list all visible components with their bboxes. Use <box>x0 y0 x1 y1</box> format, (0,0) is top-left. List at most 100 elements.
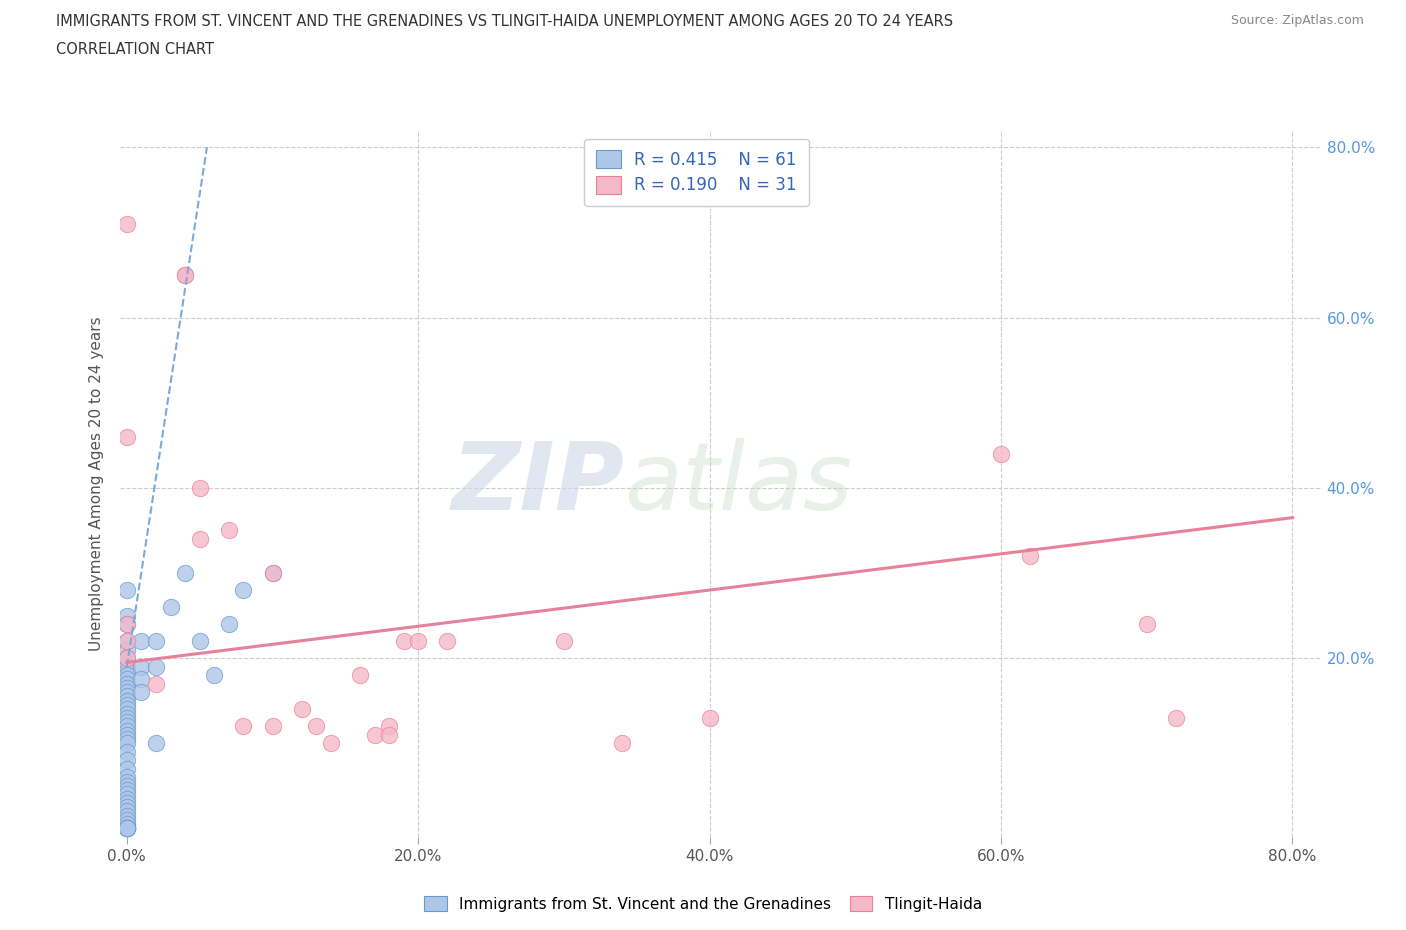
Point <box>145 736 167 751</box>
Point <box>115 778 138 793</box>
Point <box>145 676 167 691</box>
Text: atlas: atlas <box>624 438 852 529</box>
Point <box>1136 617 1159 631</box>
Point <box>188 633 211 648</box>
Point <box>115 711 138 725</box>
Point <box>115 787 138 802</box>
Point <box>232 719 254 734</box>
Point <box>115 804 138 819</box>
Point <box>115 783 138 798</box>
Point <box>115 808 138 823</box>
Point <box>218 617 240 631</box>
Point <box>188 481 211 496</box>
Point <box>159 600 181 615</box>
Point <box>115 813 138 828</box>
Point <box>115 736 138 751</box>
Point <box>115 663 138 678</box>
Text: ZIP: ZIP <box>451 438 624 529</box>
Point <box>115 684 138 699</box>
Point <box>115 719 138 734</box>
Point <box>115 217 138 232</box>
Point <box>115 430 138 445</box>
Point <box>131 659 153 674</box>
Point <box>115 753 138 768</box>
Point <box>115 681 138 696</box>
Point <box>145 633 167 648</box>
Point <box>115 774 138 789</box>
Point <box>553 633 575 648</box>
Point <box>115 744 138 759</box>
Point <box>202 668 225 683</box>
Point <box>218 523 240 538</box>
Point <box>436 633 458 648</box>
Point <box>115 659 138 674</box>
Point <box>115 821 138 836</box>
Point <box>115 821 138 836</box>
Point <box>262 719 284 734</box>
Point <box>115 724 138 738</box>
Point <box>115 672 138 687</box>
Legend: R = 0.415    N = 61, R = 0.190    N = 31: R = 0.415 N = 61, R = 0.190 N = 31 <box>585 139 808 206</box>
Point <box>232 582 254 597</box>
Point <box>115 689 138 704</box>
Point <box>115 821 138 836</box>
Point <box>262 565 284 580</box>
Point <box>174 268 197 283</box>
Point <box>115 651 138 666</box>
Point <box>392 633 415 648</box>
Point <box>363 727 385 742</box>
Point <box>115 643 138 658</box>
Point <box>319 736 342 751</box>
Y-axis label: Unemployment Among Ages 20 to 24 years: Unemployment Among Ages 20 to 24 years <box>89 316 104 651</box>
Point <box>174 268 197 283</box>
Point <box>115 714 138 729</box>
Legend: Immigrants from St. Vincent and the Grenadines, Tlingit-Haida: Immigrants from St. Vincent and the Gren… <box>418 889 988 918</box>
Point <box>115 770 138 785</box>
Point <box>115 693 138 708</box>
Point <box>115 821 138 836</box>
Point <box>115 795 138 810</box>
Point <box>131 684 153 699</box>
Point <box>115 633 138 648</box>
Point <box>115 698 138 712</box>
Point <box>115 608 138 623</box>
Point <box>115 817 138 831</box>
Point <box>349 668 371 683</box>
Point <box>115 617 138 631</box>
Point <box>115 651 138 666</box>
Text: Source: ZipAtlas.com: Source: ZipAtlas.com <box>1230 14 1364 27</box>
Point <box>990 446 1012 461</box>
Text: CORRELATION CHART: CORRELATION CHART <box>56 42 214 57</box>
Point <box>131 633 153 648</box>
Point <box>115 762 138 777</box>
Text: IMMIGRANTS FROM ST. VINCENT AND THE GRENADINES VS TLINGIT-HAIDA UNEMPLOYMENT AMO: IMMIGRANTS FROM ST. VINCENT AND THE GREN… <box>56 14 953 29</box>
Point <box>115 617 138 631</box>
Point <box>188 532 211 547</box>
Point <box>115 633 138 648</box>
Point <box>378 727 401 742</box>
Point <box>115 702 138 717</box>
Point <box>115 732 138 747</box>
Point <box>115 727 138 742</box>
Point <box>699 711 721 725</box>
Point <box>1019 549 1042 564</box>
Point <box>1164 711 1187 725</box>
Point <box>174 565 197 580</box>
Point <box>262 565 284 580</box>
Point <box>115 821 138 836</box>
Point <box>115 706 138 721</box>
Point <box>612 736 634 751</box>
Point <box>131 672 153 687</box>
Point <box>115 668 138 683</box>
Point <box>378 719 401 734</box>
Point <box>305 719 328 734</box>
Point <box>406 633 429 648</box>
Point <box>115 821 138 836</box>
Point <box>145 659 167 674</box>
Point <box>115 582 138 597</box>
Point <box>115 676 138 691</box>
Point <box>115 821 138 836</box>
Point <box>115 800 138 815</box>
Point <box>115 791 138 806</box>
Point <box>291 702 314 717</box>
